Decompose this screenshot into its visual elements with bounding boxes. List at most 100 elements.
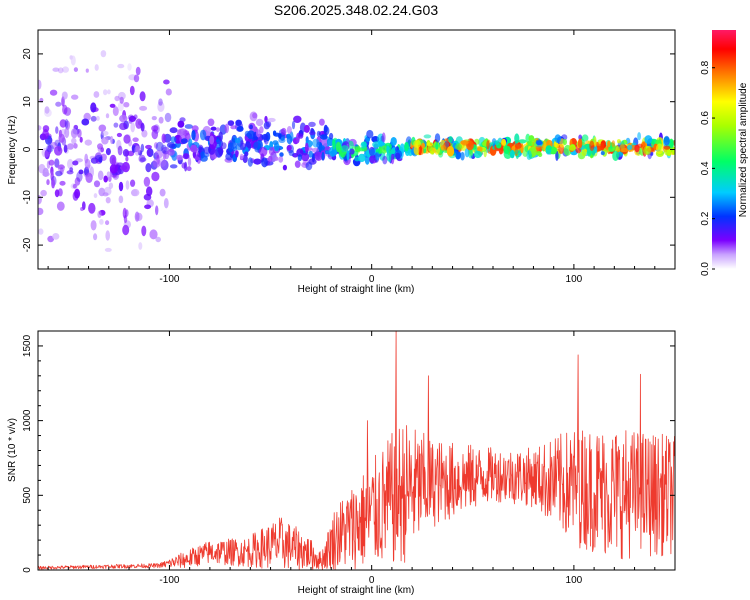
- spectral-blob: [38, 228, 44, 235]
- spectral-blob: [267, 117, 276, 123]
- spectral-blob: [80, 207, 84, 211]
- spectral-blob: [170, 136, 177, 144]
- spectral-blob: [249, 111, 258, 122]
- spectral-blob: [163, 79, 170, 85]
- spectral-blob: [413, 145, 420, 155]
- spectral-blob: [286, 133, 291, 139]
- spectral-blob: [427, 144, 433, 152]
- spectral-blob: [41, 147, 50, 158]
- snr-ytick-label: 0: [22, 567, 33, 573]
- spectral-blob: [286, 145, 292, 151]
- spectral-blob: [134, 211, 140, 222]
- spectral-blob: [169, 127, 178, 134]
- snr-xtick-label: -100: [159, 575, 179, 586]
- spectral-blob: [264, 115, 268, 123]
- spectral-blob: [55, 126, 59, 134]
- spectral-blob: [42, 171, 50, 177]
- spectral-blob: [320, 134, 328, 140]
- spectral-blob: [105, 230, 110, 241]
- spectral-blob: [105, 148, 111, 156]
- spectral-blob: [73, 67, 78, 72]
- spectral-blob: [634, 144, 640, 153]
- spectral-blob: [611, 140, 616, 148]
- spectral-blob: [93, 193, 98, 199]
- spectral-blob: [349, 148, 355, 155]
- spectral-blob: [149, 229, 158, 240]
- spectral-blob: [119, 122, 128, 131]
- spectral-blob: [133, 114, 138, 120]
- spectral-blob: [52, 67, 60, 72]
- spectral-blob: [259, 126, 264, 134]
- spectral-blob: [84, 139, 93, 146]
- spectral-blob: [600, 142, 605, 151]
- spectral-blob: [78, 169, 84, 175]
- spectral-blob: [114, 95, 120, 102]
- spectral-blob: [210, 132, 214, 137]
- spectral-blob: [332, 139, 336, 150]
- spectral-blob: [643, 146, 651, 155]
- spectral-blob: [303, 124, 310, 133]
- spectral-blob: [253, 158, 262, 165]
- spectrogram-xtick-label: 0: [369, 274, 375, 285]
- spectral-blob: [122, 149, 130, 157]
- spectral-blob: [627, 144, 633, 151]
- spectral-blob: [56, 201, 65, 211]
- spectral-blob: [607, 140, 611, 148]
- spectral-blob: [225, 152, 234, 161]
- spectral-blob: [207, 118, 215, 127]
- colorbar-tick-label: 0.8: [700, 60, 711, 74]
- snr-ytick-label: 500: [22, 487, 33, 504]
- spectral-blob: [600, 151, 605, 156]
- spectral-blob: [145, 144, 152, 150]
- spectral-blob: [244, 151, 249, 157]
- spectral-blob: [152, 158, 161, 168]
- spectral-blob: [42, 129, 49, 140]
- spectral-blob: [151, 125, 159, 132]
- spectral-blob: [655, 143, 664, 155]
- spectral-blob: [187, 157, 192, 167]
- spectral-blob: [272, 140, 279, 146]
- spectral-blob: [242, 154, 248, 163]
- spectral-blob: [194, 156, 200, 161]
- spectral-blob: [555, 150, 559, 161]
- colorbar-tick-label: 0.4: [700, 161, 711, 175]
- spectral-blob: [139, 91, 146, 102]
- spectral-blob: [38, 79, 42, 90]
- spectral-blob: [176, 154, 183, 161]
- spectral-blob: [125, 156, 129, 162]
- spectral-blob: [155, 236, 161, 243]
- spectral-blob: [105, 197, 111, 204]
- spectral-blob: [109, 103, 116, 108]
- spectral-blob: [57, 164, 65, 170]
- spectral-blob: [102, 192, 109, 197]
- spectral-blob: [46, 179, 50, 186]
- spectrogram-xtick-label: 100: [566, 274, 583, 285]
- spectral-blob: [216, 127, 220, 132]
- spectral-blob: [130, 179, 136, 187]
- spectral-blob: [348, 140, 354, 150]
- spectral-blob: [316, 130, 321, 137]
- spectral-blob: [644, 135, 653, 144]
- spectral-blob: [531, 138, 538, 149]
- spectral-blob: [178, 128, 185, 136]
- spectral-blob: [247, 157, 253, 167]
- spectral-blob: [71, 137, 77, 145]
- spectral-blob: [112, 106, 119, 117]
- spectral-blob: [50, 171, 54, 182]
- spectral-blob: [157, 101, 165, 112]
- spectral-blob: [473, 150, 482, 159]
- spectral-blob: [535, 145, 543, 150]
- spectral-blob: [239, 142, 246, 151]
- spectral-blob: [421, 142, 425, 149]
- spectral-blob: [118, 91, 126, 100]
- spectral-blob: [261, 157, 268, 168]
- spectral-blob: [460, 151, 465, 161]
- spectral-blob: [61, 91, 68, 100]
- spectral-blob: [278, 156, 284, 163]
- spectral-blob: [255, 118, 264, 127]
- spectral-blob: [123, 134, 131, 144]
- spectral-blob: [44, 106, 50, 114]
- spectral-blob: [321, 151, 325, 161]
- spectral-blob: [321, 137, 329, 148]
